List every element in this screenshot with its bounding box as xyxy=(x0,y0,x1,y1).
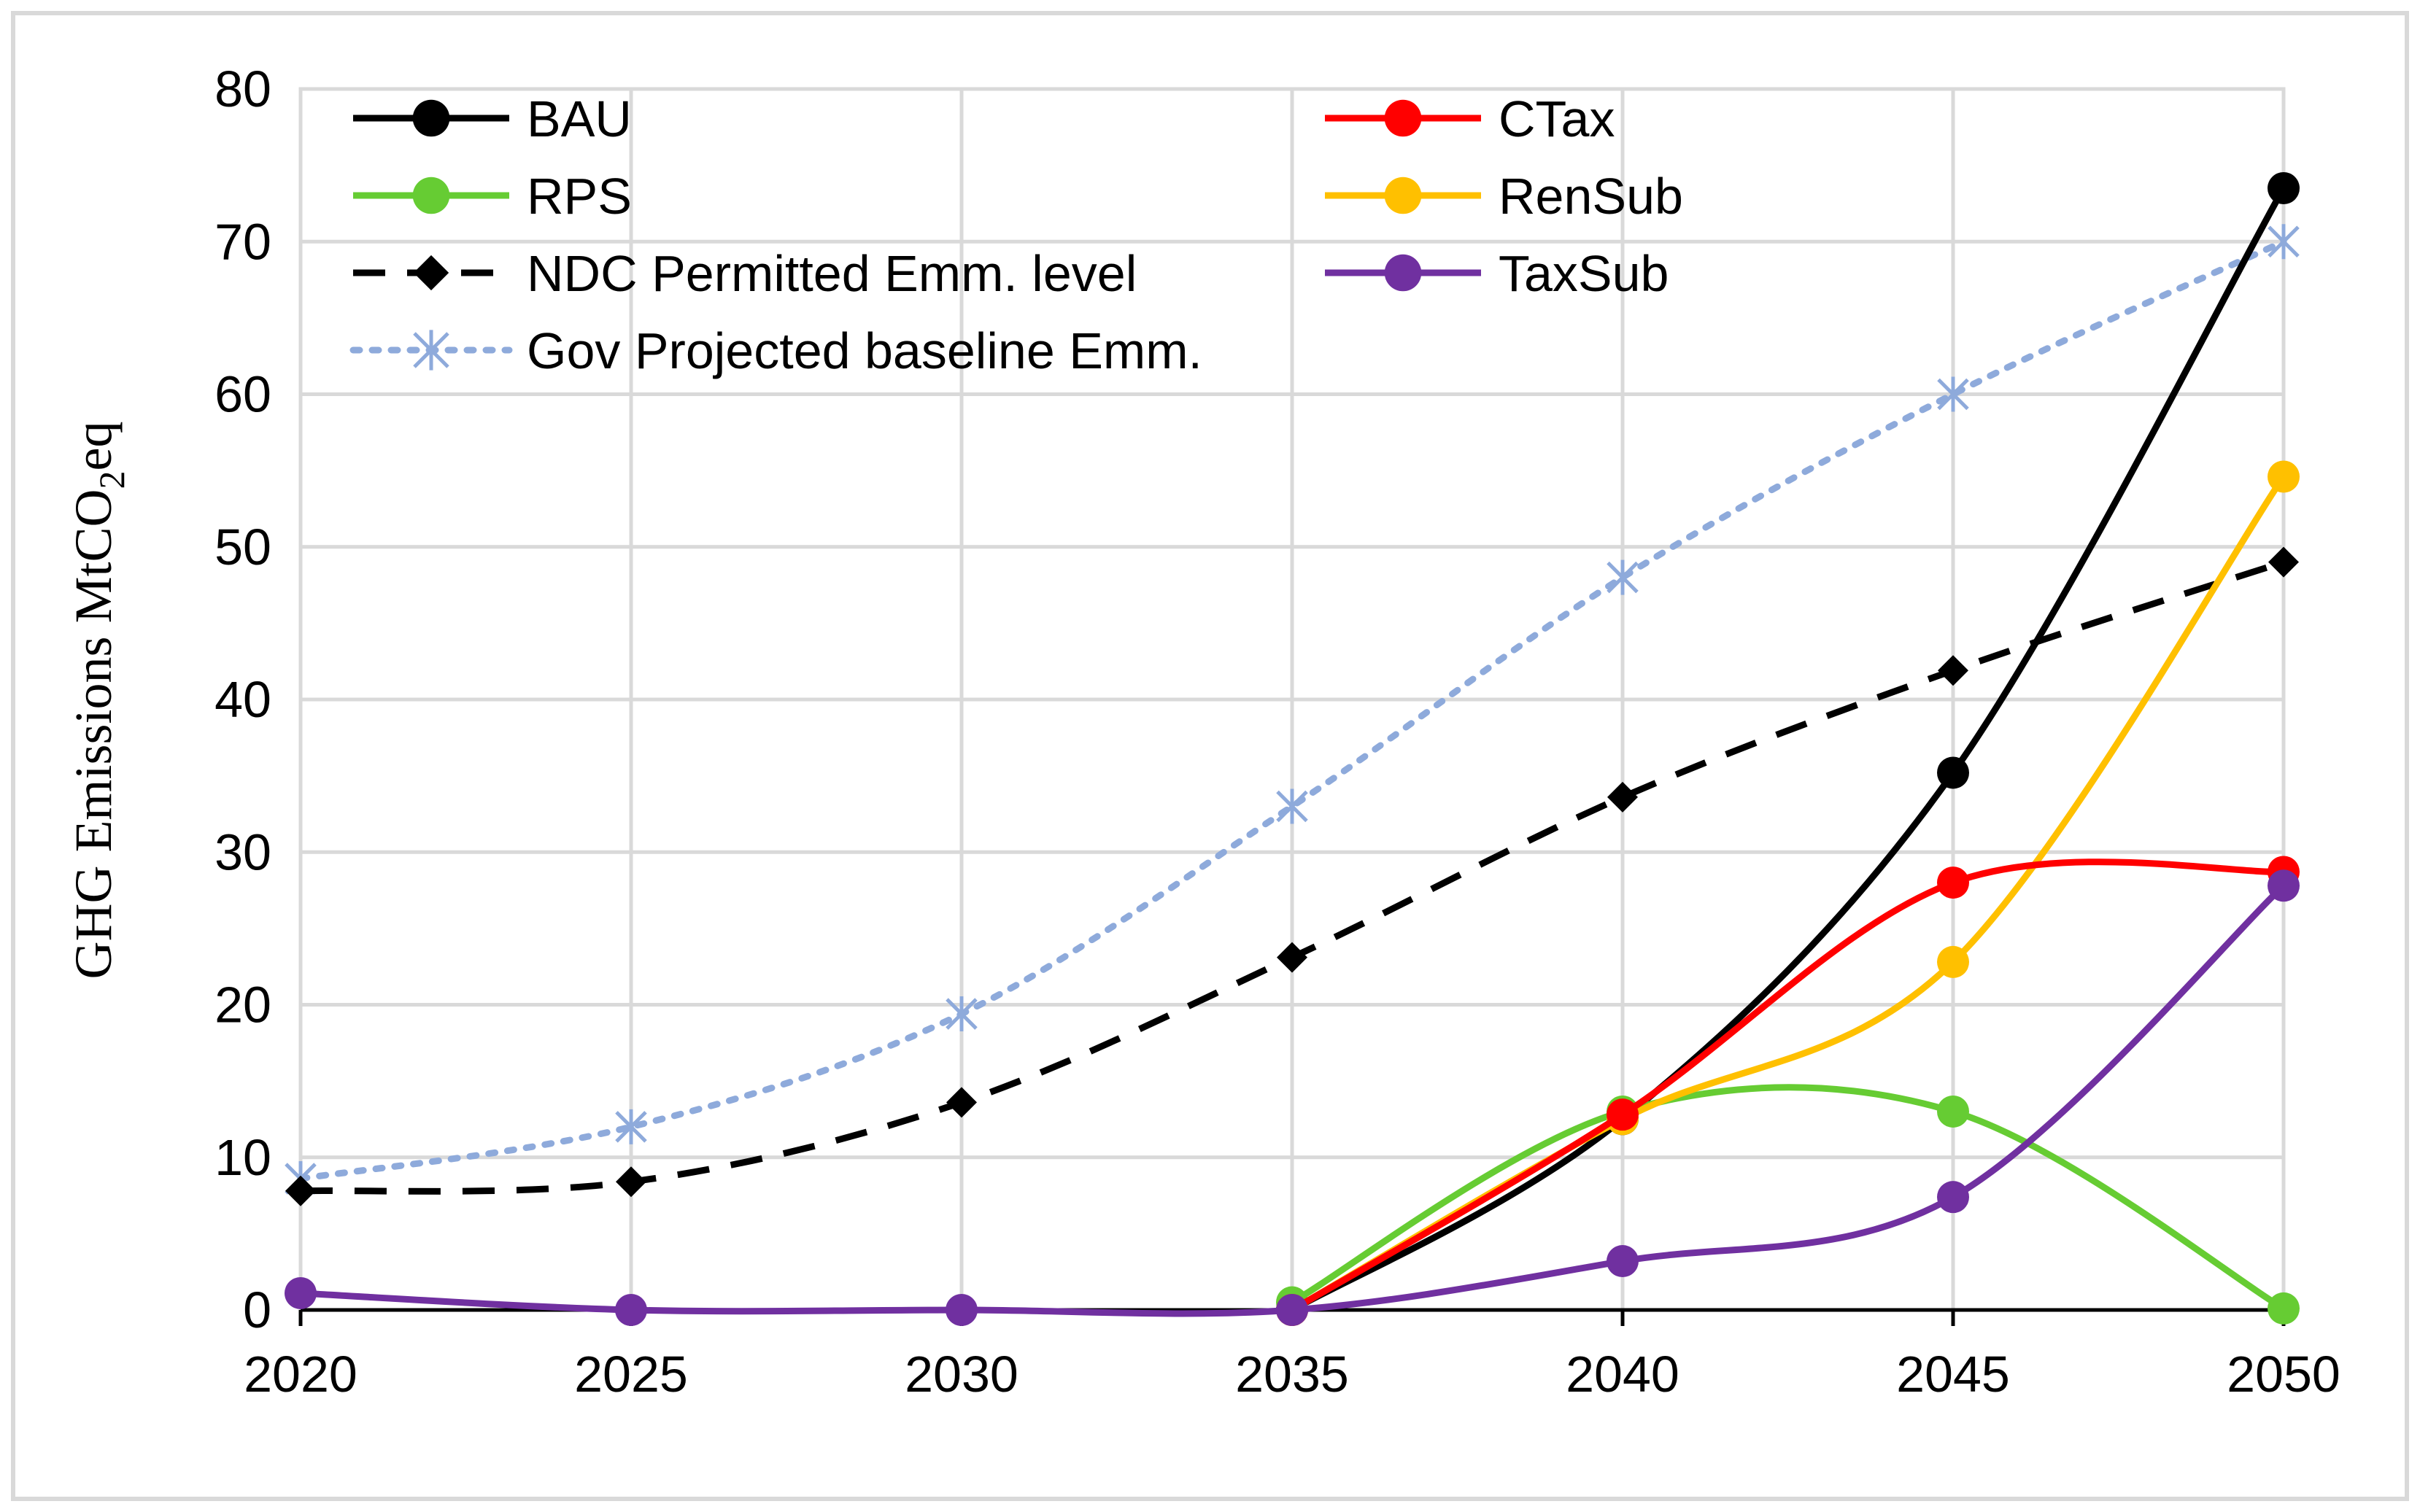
legend-label-ctax: CTax xyxy=(1499,90,1615,147)
point-rps-2045 xyxy=(1937,1095,1969,1128)
point-taxsub-2035 xyxy=(1276,1294,1308,1326)
legend-item-gov-projected-baseline-emm: Gov Projected baseline Emm. xyxy=(349,322,1202,379)
legend-marker-rps xyxy=(412,177,450,214)
point-bau-2045 xyxy=(1937,756,1969,789)
y-tick-label-70: 70 xyxy=(214,213,271,270)
legend-label-rensub: RenSub xyxy=(1499,168,1683,225)
series-line-ctax xyxy=(1290,858,2284,1313)
y-axis: 0 10 20 30 40 50 60 70 80 xyxy=(214,61,271,1338)
point-ndc-permitted-emm-level-2035 xyxy=(1277,942,1307,973)
point-ctax-2040 xyxy=(1607,1098,1639,1131)
legend-label-bau: BAU xyxy=(527,90,632,147)
series-line-bau xyxy=(1290,186,2286,1313)
point-taxsub-2020 xyxy=(285,1276,317,1309)
x-tick-label-2045: 2045 xyxy=(1896,1346,2010,1403)
legend-marker-bau xyxy=(412,99,450,137)
x-tick-label-2050: 2050 xyxy=(2227,1346,2340,1403)
legend: BAU CTax RPS RenSub NDC Permitted Emm. level… xyxy=(349,90,1683,379)
point-rensub-2045 xyxy=(1937,945,1969,978)
y-tick-label-60: 60 xyxy=(214,366,271,423)
legend-item-rensub: RenSub xyxy=(1325,168,1683,225)
point-ndc-permitted-emm-level-2020 xyxy=(285,1175,316,1206)
y-tick-label-0: 0 xyxy=(243,1282,271,1338)
legend-item-ndc-permitted-emm-level: NDC Permitted Emm. level xyxy=(353,245,1137,302)
x-tick-label-2025: 2025 xyxy=(574,1346,688,1403)
legend-item-bau: BAU xyxy=(353,90,632,147)
point-gov-projected-baseline-emm-2040 xyxy=(1607,559,1639,595)
y-tick-label-40: 40 xyxy=(214,671,271,728)
point-taxsub-2045 xyxy=(1937,1181,1969,1214)
y-tick-label-10: 10 xyxy=(214,1129,271,1186)
outer-frame xyxy=(11,11,2409,1501)
x-tick-label-2030: 2030 xyxy=(905,1346,1018,1403)
point-rensub-2050 xyxy=(2268,460,2300,493)
legend-item-ctax: CTax xyxy=(1325,90,1615,147)
point-ndc-permitted-emm-level-2050 xyxy=(2268,546,2299,578)
x-tick-label-2020: 2020 xyxy=(244,1346,357,1403)
point-ndc-permitted-emm-level-2040 xyxy=(1607,781,1638,813)
point-ctax-2045 xyxy=(1937,867,1969,899)
legend-label-taxsub: TaxSub xyxy=(1499,245,1669,302)
point-gov-projected-baseline-emm-2030 xyxy=(946,996,978,1032)
point-rps-2050 xyxy=(2268,1292,2300,1325)
legend-marker-rensub xyxy=(1384,177,1422,214)
y-tick-label-30: 30 xyxy=(214,823,271,880)
point-bau-2050 xyxy=(2268,172,2300,205)
y-tick-label-20: 20 xyxy=(214,977,271,1034)
x-tick-label-2040: 2040 xyxy=(1566,1346,1679,1403)
legend-marker-taxsub xyxy=(1384,254,1422,292)
series-layer xyxy=(285,172,2300,1326)
x-tick-label-2035: 2035 xyxy=(1235,1346,1349,1403)
legend-marker-gov-projected-baseline-emm xyxy=(413,330,449,371)
legend-label-rps: RPS xyxy=(527,168,632,225)
point-gov-projected-baseline-emm-2025 xyxy=(615,1109,647,1144)
point-ndc-permitted-emm-level-2025 xyxy=(616,1166,646,1198)
point-gov-projected-baseline-emm-2035 xyxy=(1276,788,1308,824)
point-ndc-permitted-emm-level-2045 xyxy=(1938,655,1968,686)
point-gov-projected-baseline-emm-2045 xyxy=(1937,376,1969,412)
point-gov-projected-baseline-emm-2050 xyxy=(2268,224,2300,260)
legend-item-rps: RPS xyxy=(353,168,632,225)
legend-label-ndc-permitted-emm-level: NDC Permitted Emm. level xyxy=(527,245,1137,302)
y-tick-label-50: 50 xyxy=(214,519,271,575)
series-ndc-permitted-emm-level xyxy=(285,546,2299,1206)
legend-marker-ndc-permitted-emm-level xyxy=(413,255,449,291)
point-taxsub-2025 xyxy=(615,1294,647,1326)
legend-item-taxsub: TaxSub xyxy=(1325,245,1669,302)
series-line-rps xyxy=(1290,1084,2286,1311)
point-taxsub-2050 xyxy=(2268,869,2300,902)
series-taxsub xyxy=(285,869,2300,1326)
legend-label-gov-projected-baseline-emm: Gov Projected baseline Emm. xyxy=(527,322,1202,379)
y-tick-label-80: 80 xyxy=(214,61,271,117)
point-taxsub-2040 xyxy=(1607,1245,1639,1278)
point-ndc-permitted-emm-level-2030 xyxy=(946,1087,977,1118)
legend-marker-ctax xyxy=(1384,99,1422,137)
point-taxsub-2030 xyxy=(946,1294,978,1326)
y-axis-label: GHG Emissions MtCO2eq xyxy=(64,421,132,979)
